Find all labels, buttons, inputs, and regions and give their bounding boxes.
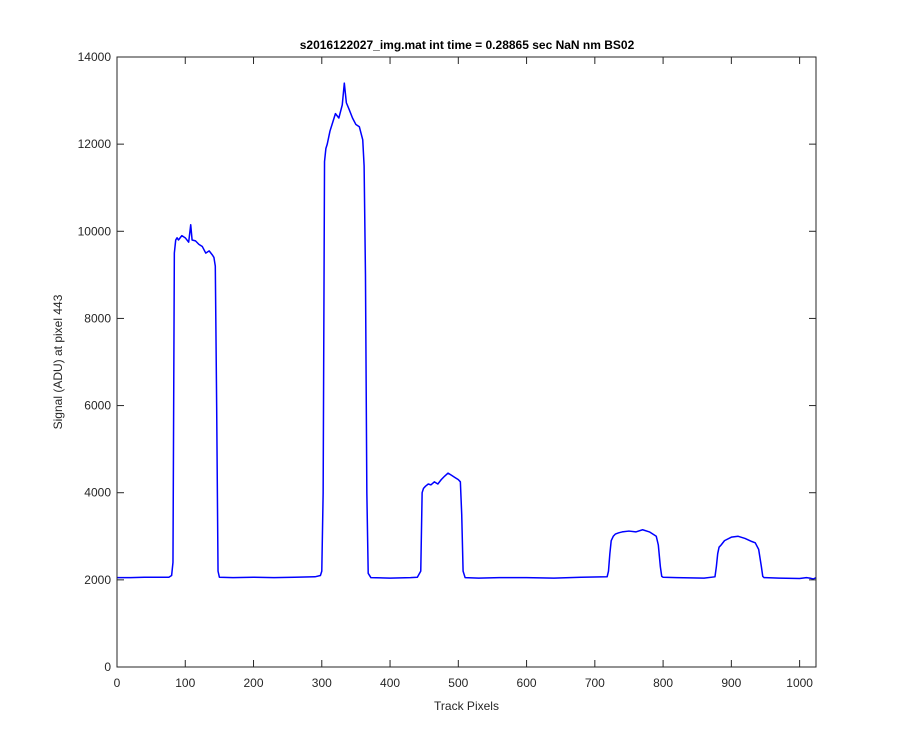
y-tick-label: 0 xyxy=(104,660,111,674)
x-tick-label: 1000 xyxy=(786,676,813,690)
ticks: 0 100 200 300 400 500 600 700 800 900 100002000400… xyxy=(78,50,816,690)
y-tick-label: 6000 xyxy=(84,399,111,413)
plot-area xyxy=(117,57,816,667)
x-tick-label: 0 xyxy=(114,676,121,690)
x-tick-label: 200 xyxy=(244,676,264,690)
x-tick-label: 700 xyxy=(585,676,605,690)
series-line xyxy=(117,82,817,580)
y-tick-label: 10000 xyxy=(78,224,112,238)
x-axis-label: Track Pixels xyxy=(434,699,499,713)
x-tick-label: 900 xyxy=(721,676,741,690)
y-tick-label: 4000 xyxy=(84,486,111,500)
axes xyxy=(116,56,817,668)
y-tick-label: 12000 xyxy=(78,137,112,151)
axes-box xyxy=(116,56,817,668)
y-tick-label: 8000 xyxy=(84,311,111,325)
x-tick-label: 600 xyxy=(517,676,537,690)
x-tick-label: 800 xyxy=(653,676,673,690)
x-tick-label: 300 xyxy=(312,676,332,690)
x-tick-label: 100 xyxy=(175,676,195,690)
y-tick-label: 14000 xyxy=(78,50,112,64)
x-tick-label: 500 xyxy=(448,676,468,690)
series-layer xyxy=(117,82,817,580)
y-tick-label: 2000 xyxy=(84,573,111,587)
chart-title: s2016122027_img.mat int time = 0.28865 s… xyxy=(300,38,635,52)
x-tick-label: 400 xyxy=(380,676,400,690)
y-axis-label: Signal (ADU) at pixel 443 xyxy=(51,294,65,429)
